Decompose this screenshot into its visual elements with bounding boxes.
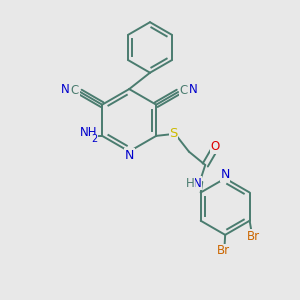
Text: N: N: [220, 168, 230, 181]
Text: N: N: [189, 83, 198, 96]
Text: H: H: [185, 177, 194, 190]
Text: S: S: [169, 127, 178, 140]
Text: C: C: [71, 84, 79, 97]
Text: N: N: [61, 83, 70, 96]
Text: N: N: [193, 177, 201, 190]
Text: Br: Br: [217, 244, 230, 257]
Text: O: O: [211, 140, 220, 153]
Text: 2: 2: [91, 134, 97, 144]
Text: C: C: [179, 84, 188, 97]
Text: Br: Br: [247, 230, 260, 243]
Text: N: N: [124, 148, 134, 162]
Text: NH: NH: [80, 126, 97, 140]
